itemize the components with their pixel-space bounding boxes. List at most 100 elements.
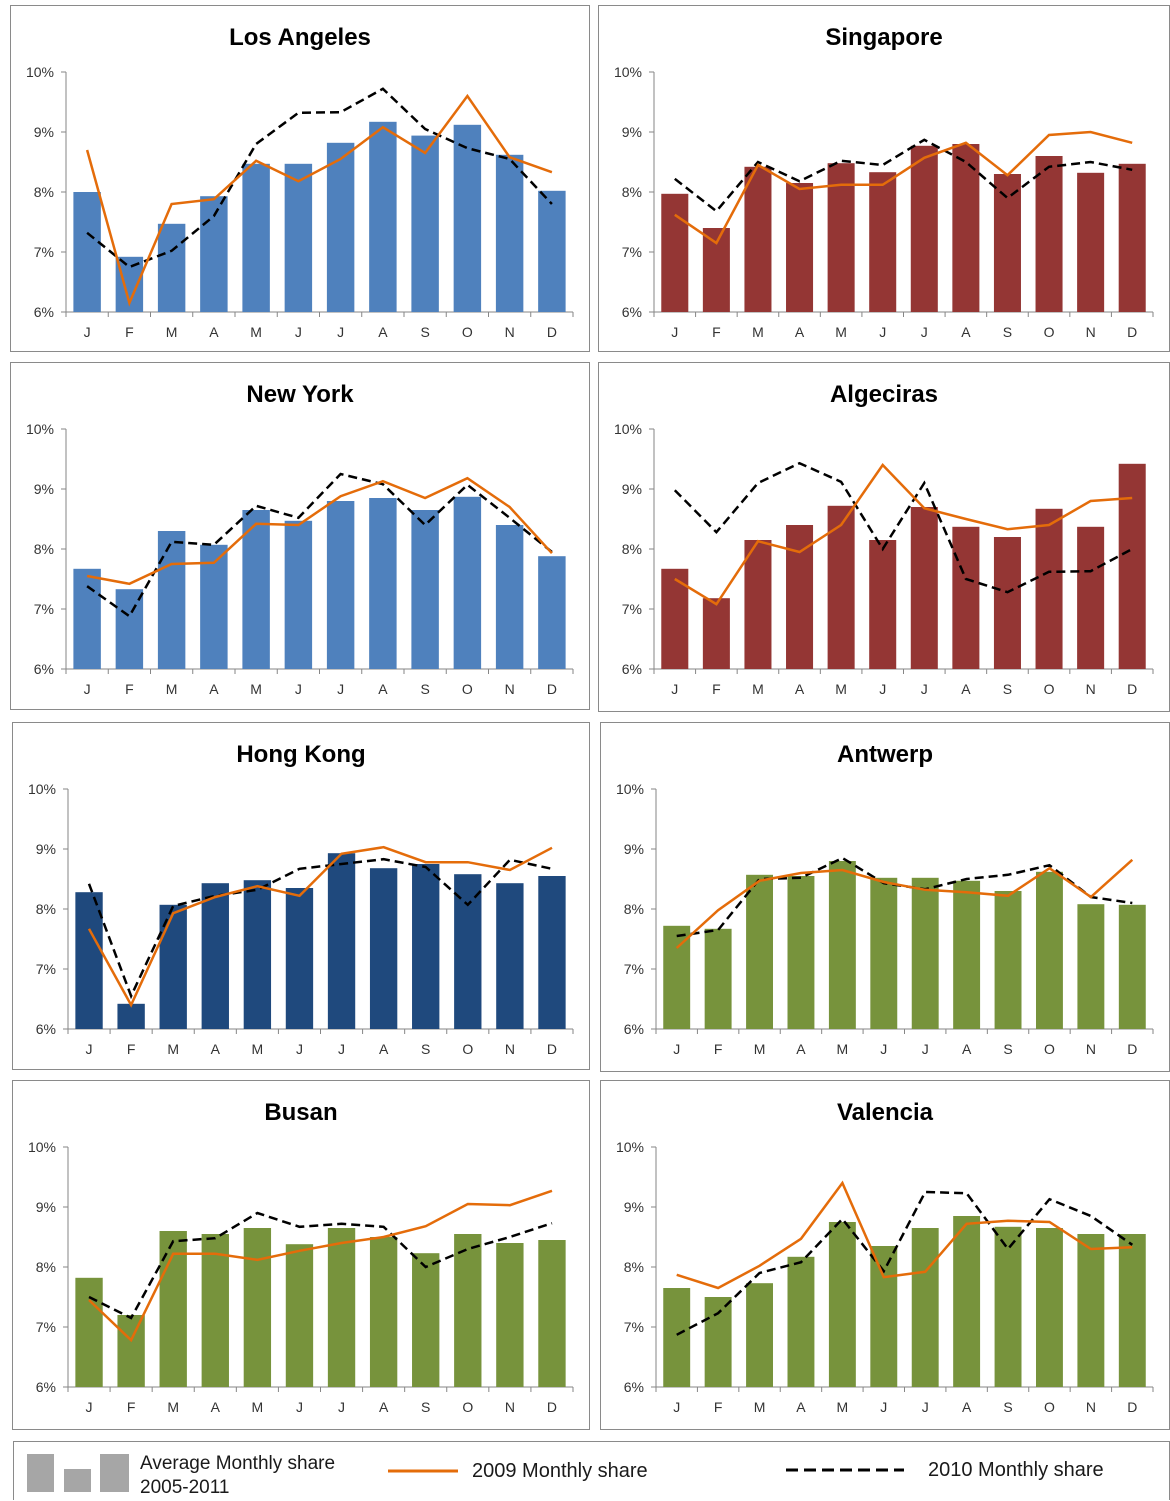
x-tick-label: D <box>1127 324 1137 340</box>
chart-panel-busan: Busan 6% 7% 8% 9% 10% J F M A M J J A S O N D <box>12 1080 590 1430</box>
bar-antwerp-0 <box>663 925 691 1029</box>
y-tick-label: 7% <box>34 244 54 260</box>
bar-antwerp-10 <box>1077 904 1105 1029</box>
x-tick-label: S <box>420 324 429 340</box>
x-tick-label: J <box>296 1041 303 1057</box>
bar-busan-10 <box>496 1243 524 1387</box>
bar-hong-kong-1 <box>117 1003 145 1029</box>
chart-plot-los-angeles: 6% 7% 8% 9% 10% J F M A M J J A S O N D <box>26 64 574 340</box>
bar-busan-9 <box>454 1234 482 1387</box>
x-tick-label: M <box>752 324 764 340</box>
x-tick-label: D <box>547 1399 557 1415</box>
x-tick-label: O <box>1044 681 1055 697</box>
bar-antwerp-3 <box>787 876 815 1029</box>
bar-new-york-2 <box>157 531 186 669</box>
bar-new-york-0 <box>73 568 101 669</box>
bar-new-york-4 <box>242 510 270 669</box>
line-2009-hong-kong <box>87 845 553 1008</box>
y-tick-label: 10% <box>28 781 56 797</box>
chart-title: Algeciras <box>829 381 939 408</box>
y-tick-label: 6% <box>624 1379 644 1395</box>
chart-panel-new-york: New York 6% 7% 8% 9% 10% J F M A M J J A S O N D <box>10 362 590 710</box>
chart-title: Singapore <box>825 24 943 51</box>
y-tick-label: 7% <box>624 1319 644 1335</box>
bar-valencia-4 <box>828 1222 856 1387</box>
legend-bar-label-line1: Average Monthly share <box>140 1453 336 1474</box>
legend-2010-line-swatch <box>786 1468 904 1472</box>
x-tick-label: J <box>86 1399 93 1415</box>
bar-singapore-6 <box>910 145 938 312</box>
bar-singapore-8 <box>993 174 1021 312</box>
y-tick-label: 9% <box>34 124 54 140</box>
bar-hong-kong-11 <box>538 876 566 1029</box>
x-tick-label: J <box>338 1041 345 1057</box>
x-tick-label: F <box>712 681 721 697</box>
bar-los-angeles-3 <box>200 196 228 312</box>
bar-busan-7 <box>369 1237 398 1387</box>
y-tick-label: 8% <box>622 184 642 200</box>
x-tick-label: M <box>250 681 262 697</box>
x-tick-label: S <box>420 681 429 697</box>
x-tick-label: N <box>1086 324 1096 340</box>
x-tick-label: O <box>462 324 473 340</box>
x-tick-label: J <box>921 681 928 697</box>
bar-antwerp-5 <box>870 877 898 1029</box>
x-tick-label: A <box>379 1041 389 1057</box>
y-tick-label: 9% <box>34 481 54 497</box>
y-tick-label: 9% <box>36 841 56 857</box>
x-tick-label: D <box>547 1041 557 1057</box>
x-tick-label: J <box>84 681 91 697</box>
x-tick-label: O <box>462 1399 473 1415</box>
chart-panel-algeciras: Algeciras 6% 7% 8% 9% 10% J F M A M J J A S O N D <box>598 362 1170 712</box>
x-tick-label: O <box>1044 1041 1055 1057</box>
bar-hong-kong-3 <box>201 883 229 1029</box>
y-tick-label: 8% <box>34 184 54 200</box>
y-tick-label: 8% <box>624 901 644 917</box>
x-tick-label: A <box>962 1399 972 1415</box>
chart-legend: Average Monthly share 2005-2011 2009 Mon… <box>13 1441 1170 1500</box>
x-tick-label: F <box>125 681 134 697</box>
bar-new-york-6 <box>326 501 355 669</box>
x-tick-label: D <box>1127 1041 1137 1057</box>
chart-plot-busan: 6% 7% 8% 9% 10% J F M A M J J A S O N D <box>28 1139 574 1415</box>
chart-plot-new-york: 6% 7% 8% 9% 10% J F M A M J J A S O N D <box>26 421 574 697</box>
bar-singapore-3 <box>786 183 814 312</box>
line-2010-valencia <box>676 1190 1134 1336</box>
bar-hong-kong-8 <box>412 864 440 1029</box>
y-tick-label: 10% <box>616 1139 644 1155</box>
bar-antwerp-11 <box>1118 904 1146 1029</box>
bar-algeciras-11 <box>1118 463 1146 669</box>
legend-bar-label-line2: 2005-2011 <box>140 1477 230 1498</box>
bar-algeciras-1 <box>702 598 730 669</box>
bar-algeciras-6 <box>910 507 938 669</box>
x-tick-label: M <box>835 681 847 697</box>
x-tick-label: O <box>462 681 473 697</box>
legend-bar-swatch-tall <box>27 1454 54 1492</box>
x-tick-label: A <box>211 1399 221 1415</box>
bar-valencia-5 <box>870 1246 898 1387</box>
x-tick-label: S <box>1003 681 1012 697</box>
x-tick-label: J <box>879 324 886 340</box>
y-tick-label: 10% <box>614 421 642 437</box>
x-tick-label: N <box>505 1041 515 1057</box>
y-tick-label: 7% <box>36 961 56 977</box>
x-tick-label: F <box>712 324 721 340</box>
bar-los-angeles-6 <box>326 142 355 312</box>
x-tick-label: A <box>211 1041 221 1057</box>
x-tick-label: F <box>714 1041 723 1057</box>
x-tick-label: D <box>547 681 557 697</box>
y-tick-label: 8% <box>36 901 56 917</box>
x-tick-label: J <box>880 1399 887 1415</box>
x-tick-label: N <box>505 1399 515 1415</box>
bar-hong-kong-2 <box>159 904 187 1029</box>
bar-antwerp-7 <box>953 880 981 1029</box>
x-tick-label: J <box>673 1399 680 1415</box>
x-tick-label: J <box>921 324 928 340</box>
x-tick-label: F <box>714 1399 723 1415</box>
x-tick-label: A <box>795 324 805 340</box>
x-tick-label: M <box>752 681 764 697</box>
bar-hong-kong-7 <box>369 868 398 1029</box>
y-tick-label: 7% <box>622 601 642 617</box>
x-tick-label: N <box>1086 1399 1096 1415</box>
x-tick-label: S <box>421 1041 430 1057</box>
